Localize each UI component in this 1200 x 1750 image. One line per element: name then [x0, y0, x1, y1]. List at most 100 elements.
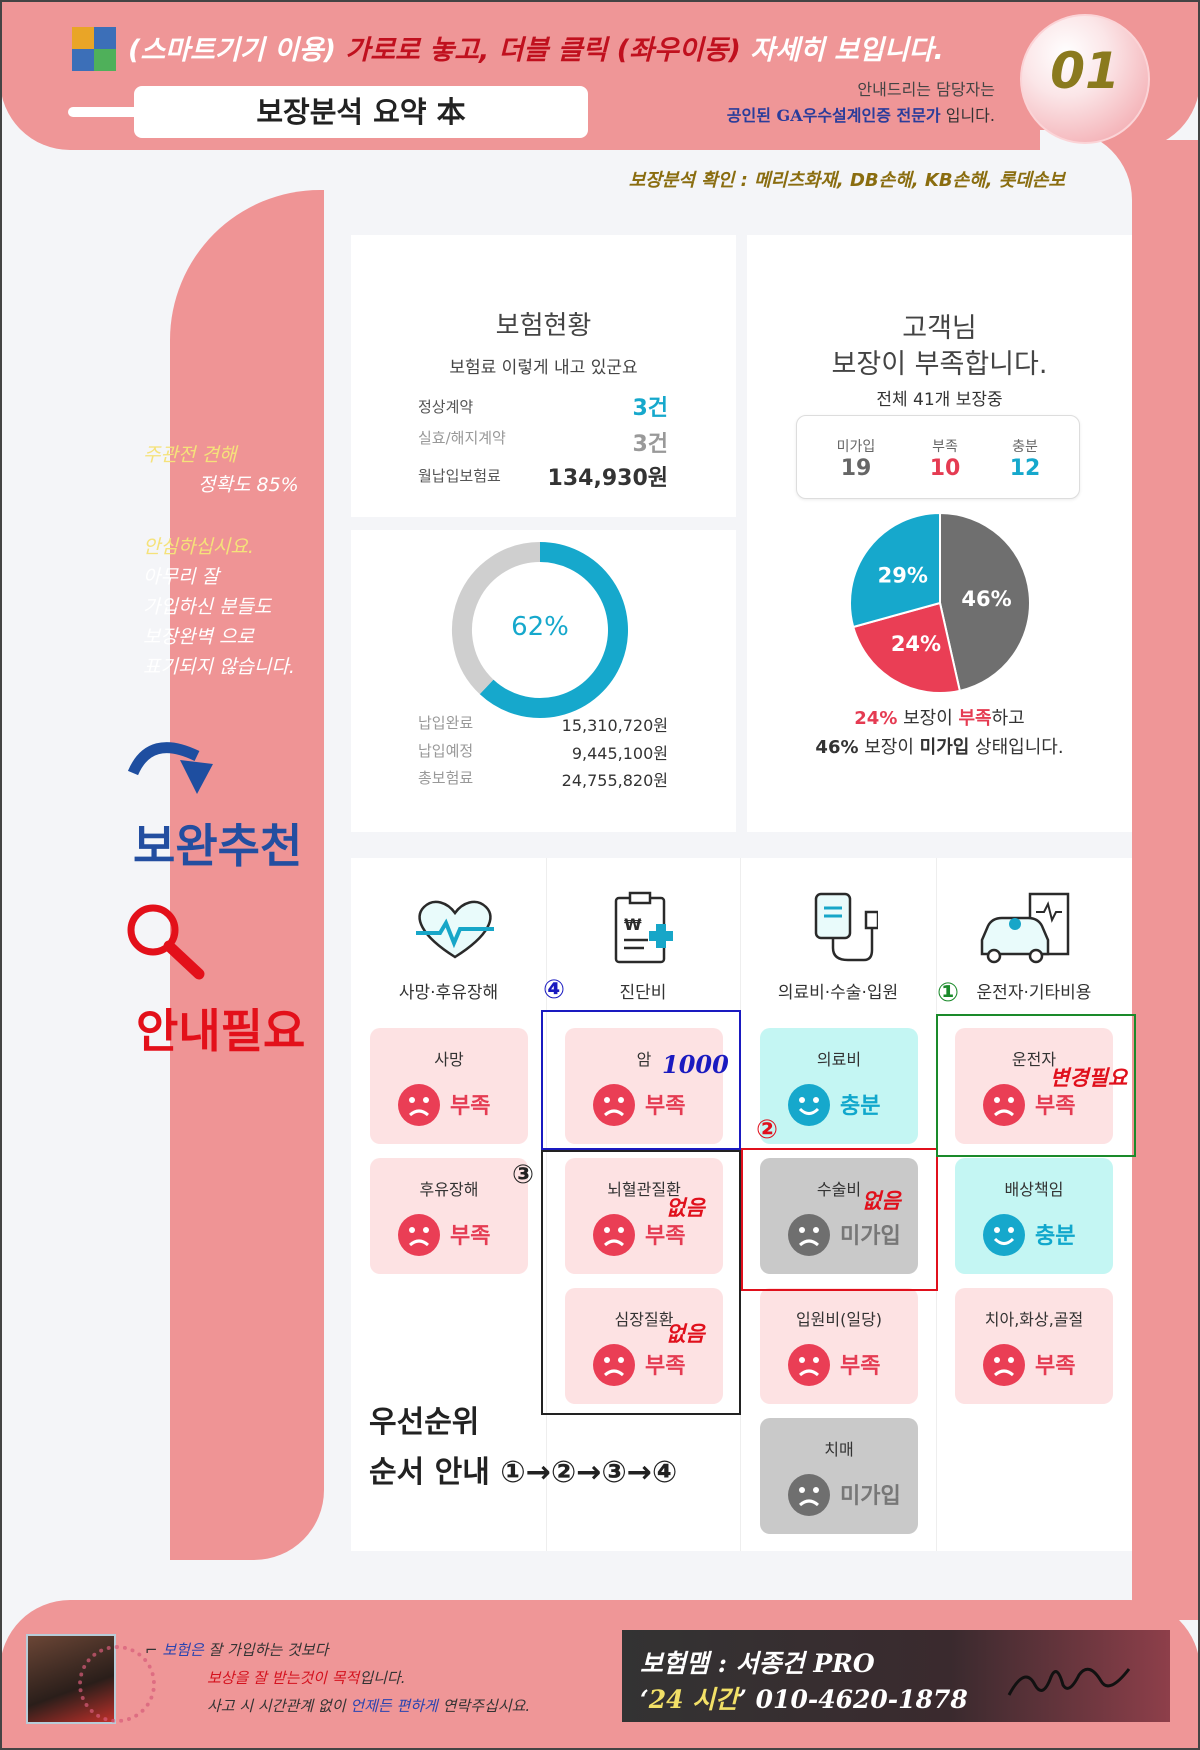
- tile-name: 수술비: [816, 1180, 862, 1199]
- tile-status: 부족: [645, 1354, 686, 1379]
- accuracy-line2: 정확도 85%: [198, 474, 299, 496]
- app-logo-icon: [72, 27, 116, 71]
- note-surgery-none: 없음: [862, 1188, 901, 1213]
- insurance-status-card: [351, 235, 736, 517]
- tile-liability[interactable]: 배상책임 충분: [955, 1158, 1113, 1274]
- tile-status: 충분: [1035, 1224, 1076, 1249]
- quote-l3b: 언제든 편하게: [350, 1697, 438, 1715]
- quote-l1b: 잘 가입하는 것보다: [203, 1641, 329, 1659]
- title-part3: 자세히 보입니다.: [740, 35, 944, 66]
- stat-value-sufficient: 12: [1009, 456, 1041, 481]
- tile-status: 부족: [645, 1224, 686, 1249]
- signature-icon: [1007, 1667, 1131, 1696]
- quote-l3a: 사고 시 시간관계 없이: [207, 1697, 351, 1715]
- tile-medical[interactable]: 의료비 충분: [760, 1028, 918, 1144]
- tile-status: 부족: [1035, 1094, 1076, 1119]
- pie-slice: [849, 511, 941, 629]
- pie-slice-label: 24%: [891, 632, 941, 656]
- tile-hospital[interactable]: 입원비(일당) 부족: [760, 1288, 918, 1404]
- quote-insurance: 보험은: [162, 1641, 204, 1659]
- tile-dementia[interactable]: 치매 미가입: [760, 1418, 918, 1534]
- tile-name: 암: [636, 1050, 652, 1069]
- guide-line2: 공인된 GA우수설계인증 전문가 입니다.: [660, 102, 995, 126]
- quote-line1: ⌐ 보험은 잘 가입하는 것보다: [145, 1641, 329, 1659]
- paid-label: 납입완료: [418, 714, 474, 732]
- category-driver: 운전자·기타비용: [976, 983, 1092, 1003]
- phone-number[interactable]: 010-4620-1878: [755, 1685, 968, 1714]
- coverage-title1: 고객님: [902, 313, 977, 344]
- category-medical: 의료비·수술·입원: [777, 983, 899, 1003]
- scheduled-label: 납입예정: [418, 742, 474, 760]
- note-heart-none: 없음: [666, 1321, 705, 1346]
- quote-l2b: 입니다.: [359, 1669, 406, 1687]
- summary1-mid: 보장이: [897, 708, 959, 729]
- payment-donut-chart: [452, 542, 628, 718]
- summary1-end: 하고: [991, 708, 1025, 729]
- header-instruction: (스마트기기 이용) 가로로 놓고, 더블 클릭 (좌우이동) 자세히 보입니다…: [128, 28, 944, 67]
- category-diagnosis: 진단비: [619, 983, 667, 1003]
- pie-slice: [852, 601, 962, 694]
- curved-arrow-icon: [127, 742, 213, 794]
- status-label-lapsed: 실효/해지계약: [418, 429, 506, 447]
- coverage-pie-chart: 46% 24% 29%: [849, 511, 1031, 694]
- total-label: 총보험료: [418, 769, 474, 787]
- summary1-pct: 24%: [854, 708, 898, 729]
- tile-name: 입원비(일당): [795, 1310, 883, 1329]
- coverage-total: 전체 41개 보장중: [876, 390, 1003, 410]
- payment-card: [351, 530, 736, 832]
- reassure-line1: 안심하십시요.: [143, 536, 254, 558]
- marker-2: ②: [756, 1115, 779, 1145]
- tile-status: 충분: [840, 1094, 881, 1119]
- heart-pulse-icon: [416, 900, 494, 959]
- magnifier-icon: [127, 904, 205, 980]
- status-label-monthly: 월납입보험료: [418, 467, 501, 485]
- guide-suffix: 입니다.: [940, 106, 995, 125]
- stat-label-unsubscribed: 미가입: [836, 439, 876, 455]
- note-stroke-none: 없음: [666, 1195, 705, 1220]
- note-cancer-amount: 1000: [662, 1050, 729, 1079]
- tile-name: 치매: [824, 1440, 854, 1459]
- insurers-checked: 보장분석 확인 : 메리츠화재, DB손해, KB손해, 롯데손보: [628, 170, 1065, 191]
- priority-title: 우선순위: [369, 1405, 480, 1440]
- quote-line3: 사고 시 시간관계 없이 언제든 편하게 연락주십시요.: [145, 1692, 530, 1720]
- tile-dental[interactable]: 치아,화상,골절 부족: [955, 1288, 1113, 1404]
- marker-1: ①: [937, 978, 960, 1008]
- status-label-normal: 정상계약: [418, 398, 474, 416]
- status-value-normal: 3건: [632, 396, 668, 421]
- postmark-stamp: [78, 1645, 156, 1723]
- clipboard-won-icon: ₩: [614, 891, 673, 964]
- reassure-line2: 아무리 잘: [143, 566, 219, 588]
- agent-contact[interactable]: ‘24 시간’ 010-4620-1878: [640, 1680, 968, 1716]
- tile-status: 부족: [450, 1224, 491, 1249]
- tile-surgery[interactable]: 수술비 미가입: [760, 1158, 918, 1274]
- sad-face-icon: [593, 1214, 635, 1256]
- priority-order: 순서 안내 ①→②→③→④: [369, 1455, 678, 1490]
- sad-face-icon: [398, 1214, 440, 1256]
- happy-face-icon: [983, 1214, 1025, 1256]
- scheduled-value: 9,445,100원: [571, 744, 668, 763]
- tile-death[interactable]: 사망 부족: [370, 1028, 528, 1144]
- column-divider: [546, 858, 547, 1551]
- title-part1: (스마트기기 이용): [128, 35, 346, 66]
- hours-label: 24 시간: [648, 1685, 739, 1714]
- agent-name: 보험맴 : 서종건 PRO: [640, 1649, 875, 1678]
- hours-close: ’: [738, 1685, 747, 1714]
- need-label: 안내필요: [136, 1004, 306, 1058]
- reassure-line4: 보장완벽 으로: [143, 626, 254, 648]
- coverage-stats-box: [796, 415, 1080, 499]
- tile-status: 부족: [450, 1094, 491, 1119]
- title-part2: 가로로 놓고, 더블 클릭 (좌우이동): [345, 35, 741, 66]
- sad-face-icon: [593, 1084, 635, 1126]
- tile-stroke[interactable]: 뇌혈관질환 부족: [565, 1158, 723, 1274]
- marker-3: ③: [512, 1160, 535, 1190]
- tile-status: 부족: [645, 1094, 686, 1119]
- sad-face-icon: [983, 1344, 1025, 1386]
- status-subtitle: 보험료 이렇게 내고 있군요: [449, 358, 638, 378]
- stat-value-shortage: 10: [929, 456, 961, 481]
- tile-name: 후유장해: [419, 1180, 479, 1199]
- tile-heart[interactable]: 심장질환 부족: [565, 1288, 723, 1404]
- coverage-summary1: 24% 보장이 부족하고: [747, 704, 1132, 730]
- tile-driver[interactable]: 운전자 부족: [955, 1028, 1113, 1144]
